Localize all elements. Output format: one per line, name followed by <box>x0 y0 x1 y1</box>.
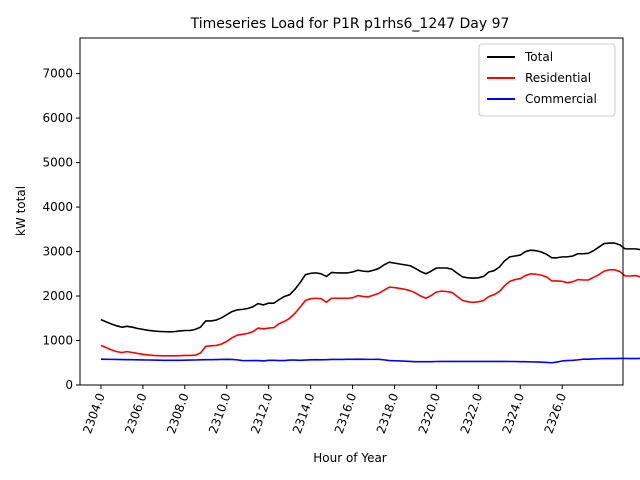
y-tick-label: 1000 <box>42 334 73 348</box>
legend-label-total: Total <box>524 50 553 64</box>
series-line-commercial <box>100 357 640 364</box>
y-axis-label: kW total <box>14 186 28 236</box>
y-tick-label: 7000 <box>42 67 73 81</box>
series-line-residential <box>100 268 640 357</box>
y-tick-label: 2000 <box>42 289 73 303</box>
legend-label-commercial: Commercial <box>525 92 597 106</box>
series-line-total <box>100 242 640 333</box>
y-tick-label: 0 <box>65 378 73 392</box>
y-tick-label: 5000 <box>42 156 73 170</box>
series-layer <box>100 242 640 364</box>
y-tick-label: 6000 <box>42 111 73 125</box>
plot-area-frame <box>79 37 624 386</box>
y-tick-label: 3000 <box>42 245 73 259</box>
y-axis: 0 1000 2000 3000 4000 5000 6000 7000 <box>42 67 80 392</box>
y-tick-label: 4000 <box>42 200 73 214</box>
legend-label-residential: Residential <box>525 71 591 85</box>
chart-title: Timeseries Load for P1R p1rhs6_1247 Day … <box>190 16 510 32</box>
x-axis-label: Hour of Year <box>313 451 387 465</box>
chart-legend: Total Residential Commercial <box>478 43 616 117</box>
